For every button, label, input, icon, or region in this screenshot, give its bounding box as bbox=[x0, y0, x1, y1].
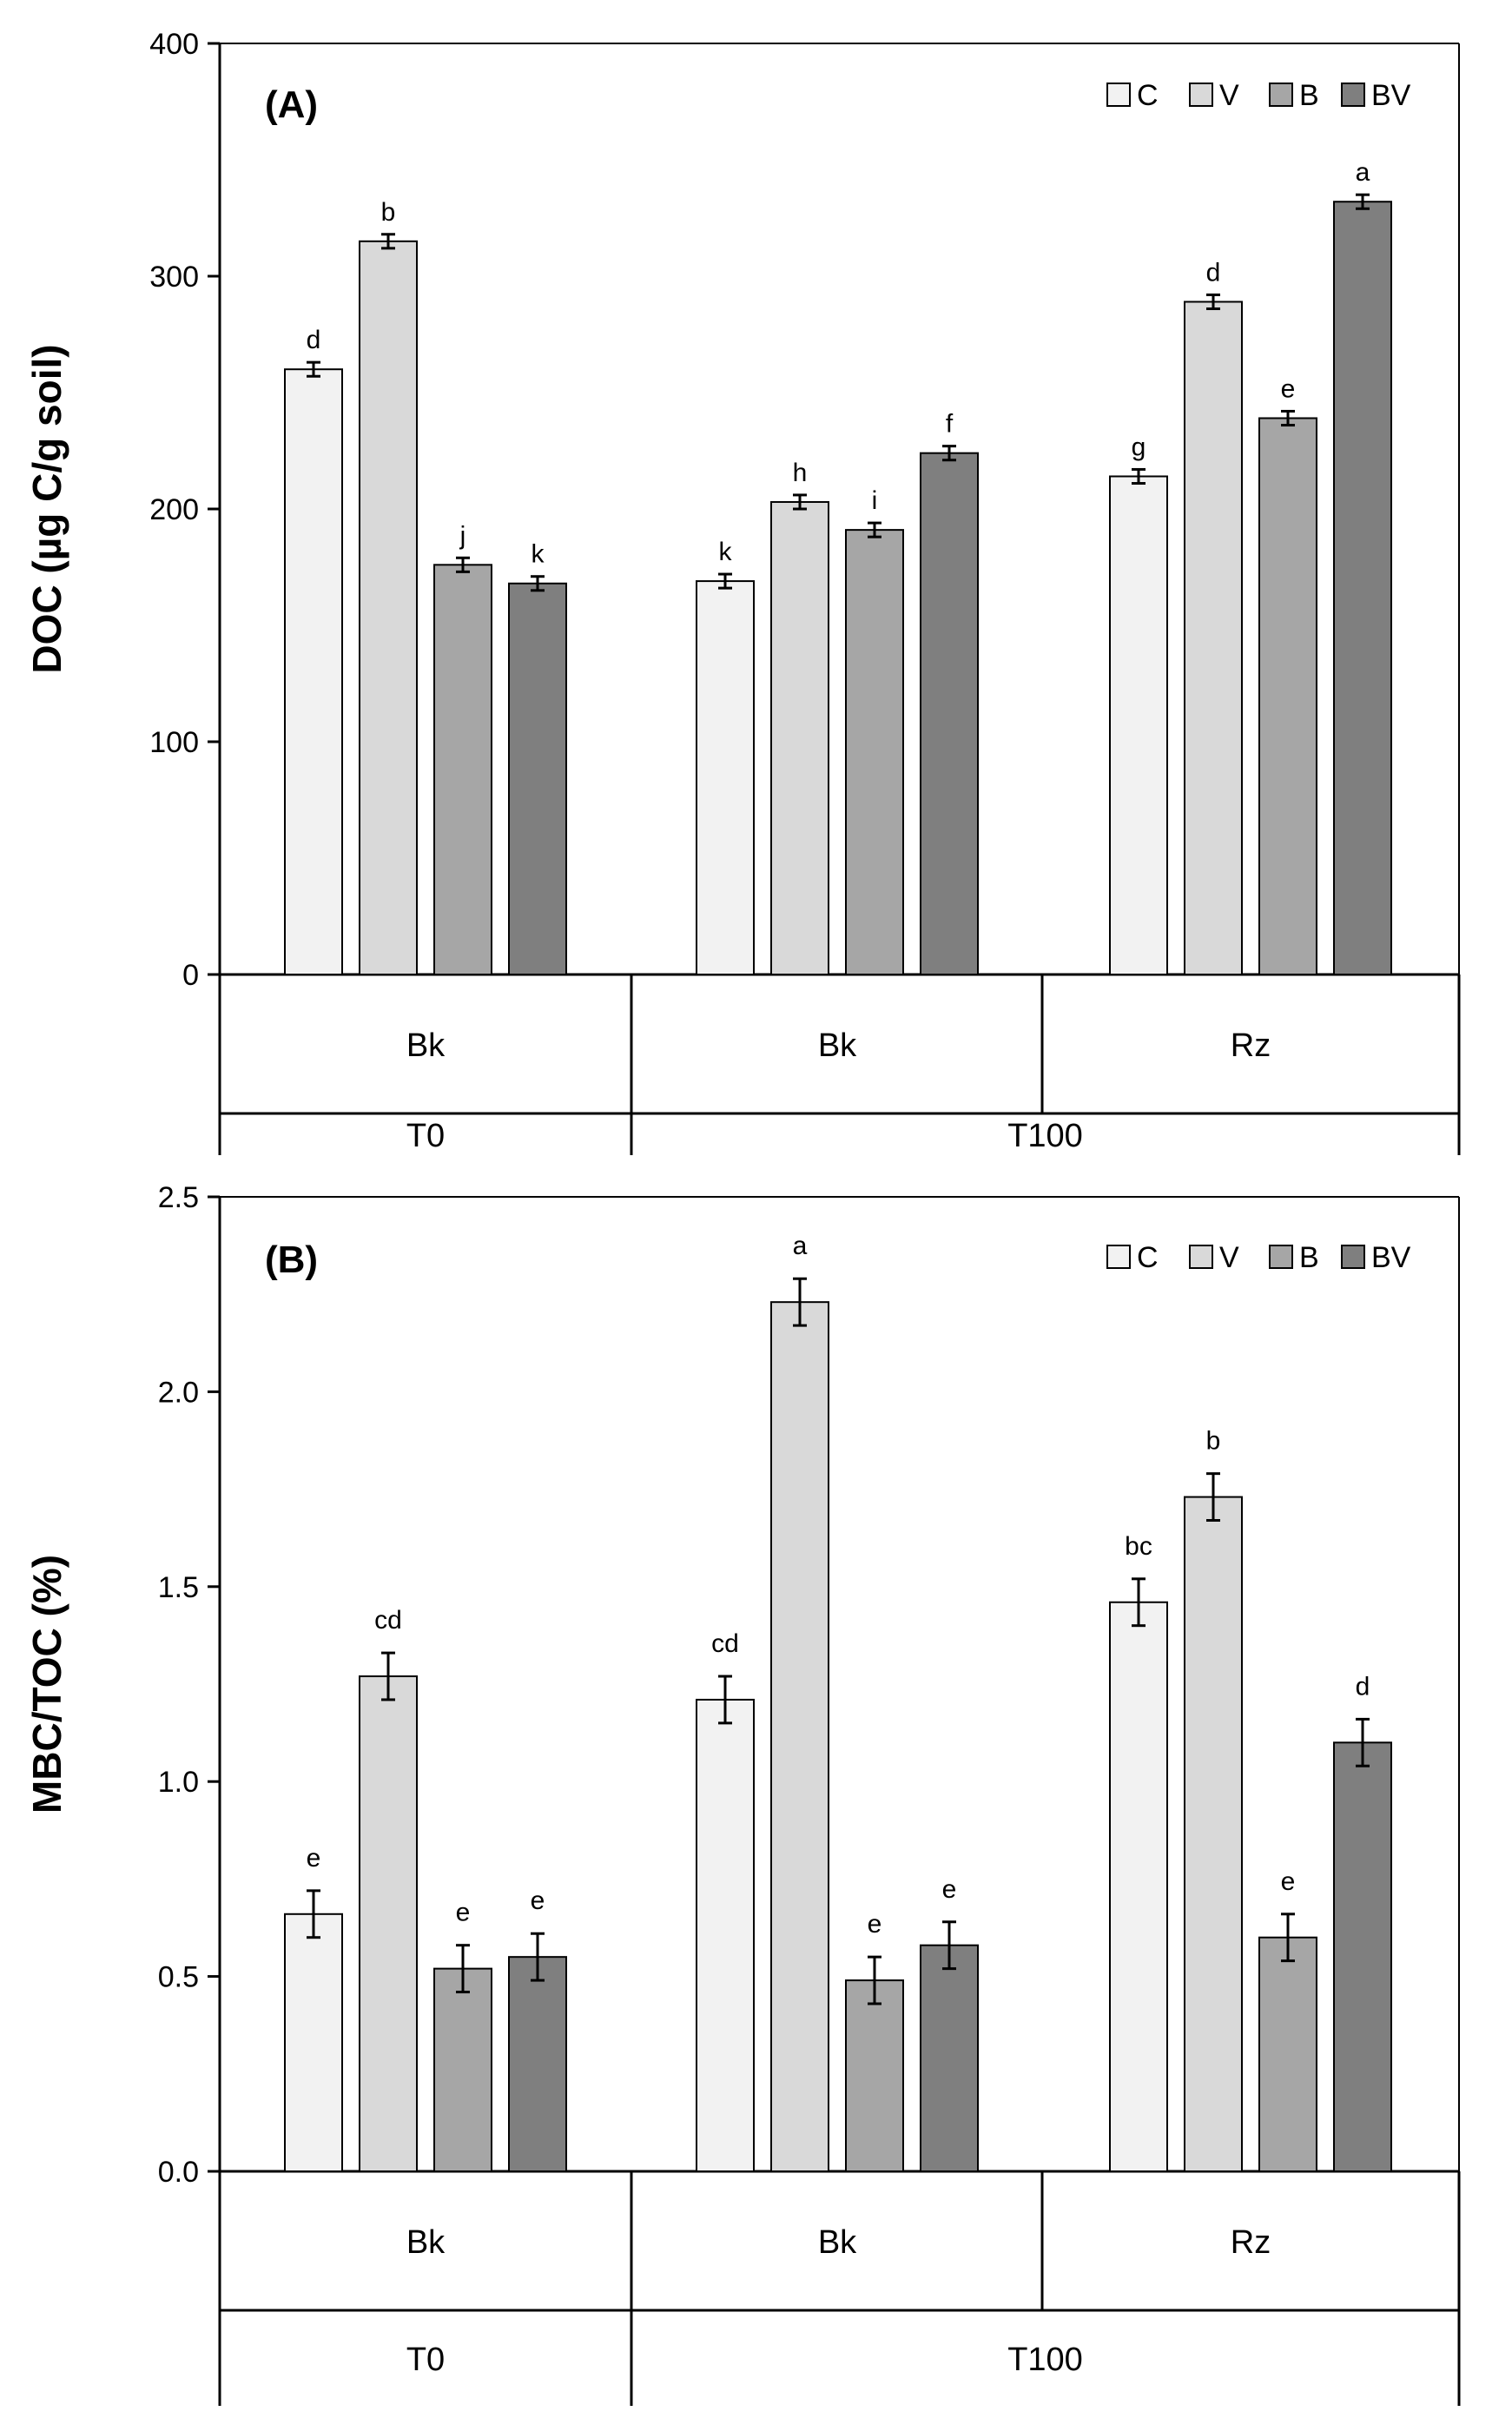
bar-bv bbox=[1333, 1741, 1392, 2172]
significance-letter: b bbox=[1206, 1427, 1221, 1456]
legend-label: B bbox=[1299, 79, 1319, 112]
significance-letter: e bbox=[868, 1910, 882, 1939]
y-tick-label: 200 bbox=[149, 493, 199, 526]
bar-v bbox=[359, 1675, 418, 2173]
treatment-label: T0 bbox=[406, 1118, 445, 1154]
significance-letter: d bbox=[1356, 1672, 1370, 1701]
bar-c bbox=[284, 1913, 343, 2172]
y-tick-label: 0.5 bbox=[158, 1961, 199, 1994]
significance-letter: h bbox=[793, 459, 808, 487]
significance-letter: g bbox=[1132, 433, 1146, 461]
legend-swatch-b bbox=[1269, 83, 1293, 107]
significance-letter: i bbox=[872, 486, 878, 515]
legend-label: C bbox=[1137, 79, 1159, 112]
significance-letter: a bbox=[793, 1232, 808, 1260]
legend-swatch-bv bbox=[1341, 83, 1365, 107]
significance-letter: e bbox=[531, 1886, 545, 1915]
significance-letter: e bbox=[1281, 374, 1296, 403]
panel-label: (A) bbox=[265, 83, 318, 126]
significance-letter: k bbox=[719, 538, 733, 566]
significance-letter: cd bbox=[711, 1629, 739, 1658]
panel-a: 0 100 200 300 400 DOC (µg C/g soil) (A) d b j k Bk k… bbox=[24, 28, 1461, 1155]
bar-v bbox=[359, 240, 418, 975]
significance-letter: cd bbox=[374, 1606, 402, 1635]
bar-bv bbox=[1333, 201, 1392, 976]
legend-label: V bbox=[1219, 1241, 1239, 1274]
panel-b: 0.0 0.5 1.0 1.5 2.0 2.5 MBC/TOC (%) (B) e cd e e Bk c… bbox=[24, 1181, 1461, 2406]
significance-letter: d bbox=[1206, 258, 1221, 287]
bar-b bbox=[433, 564, 492, 975]
y-axis-title: MBC/TOC (%) bbox=[24, 1555, 69, 1814]
bar-b bbox=[433, 1967, 492, 2173]
category-label: Rz bbox=[1231, 2224, 1271, 2261]
y-tick-label: 2.5 bbox=[158, 1181, 199, 1214]
y-tick-label: 100 bbox=[149, 726, 199, 759]
legend-label: B bbox=[1299, 1241, 1319, 1274]
bar-v bbox=[770, 500, 829, 975]
legend-swatch-c bbox=[1106, 83, 1131, 107]
legend-label: BV bbox=[1371, 1241, 1411, 1274]
category-label: Bk bbox=[818, 1027, 857, 1064]
significance-letter: e bbox=[456, 1899, 471, 1927]
y-tick-label: 400 bbox=[149, 28, 199, 61]
legend-swatch-bv bbox=[1341, 1245, 1365, 1269]
bar-c bbox=[1109, 475, 1168, 975]
significance-letter: d bbox=[307, 326, 321, 354]
bar-v bbox=[1184, 301, 1243, 976]
legend-label: V bbox=[1219, 79, 1239, 112]
bar-bv bbox=[920, 1944, 979, 2173]
bar-c bbox=[284, 368, 343, 975]
significance-letter: bc bbox=[1125, 1532, 1152, 1561]
bar-v bbox=[1184, 1496, 1243, 2173]
bar-bv bbox=[508, 582, 567, 975]
bar-c bbox=[1109, 1601, 1168, 2172]
bar-b bbox=[845, 529, 904, 975]
legend-label: C bbox=[1137, 1241, 1159, 1274]
legend-swatch-c bbox=[1106, 1245, 1131, 1269]
category-label: Rz bbox=[1231, 1027, 1271, 1064]
legend-swatch-b bbox=[1269, 1245, 1293, 1269]
category-label: Bk bbox=[406, 2224, 446, 2261]
treatment-label: T0 bbox=[406, 2342, 445, 2378]
significance-letter: e bbox=[942, 1875, 957, 1904]
bar-b bbox=[845, 1979, 904, 2172]
bar-bv bbox=[508, 1956, 567, 2172]
y-tick-label: 300 bbox=[149, 261, 199, 294]
significance-letter: j bbox=[459, 521, 466, 550]
y-tick-label: 0.0 bbox=[158, 2156, 199, 2189]
bar-v bbox=[770, 1301, 829, 2172]
legend-label: BV bbox=[1371, 79, 1411, 112]
category-label: Bk bbox=[406, 1027, 446, 1064]
bar-bv bbox=[920, 452, 979, 975]
significance-letter: k bbox=[532, 540, 545, 569]
category-label: Bk bbox=[818, 2224, 857, 2261]
bar-b bbox=[1258, 417, 1317, 976]
significance-letter: b bbox=[381, 198, 396, 227]
legend-swatch-v bbox=[1189, 83, 1213, 107]
bar-b bbox=[1258, 1936, 1317, 2172]
treatment-label: T100 bbox=[1007, 1118, 1083, 1154]
y-tick-label: 0 bbox=[182, 959, 199, 992]
y-tick-label: 2.0 bbox=[158, 1376, 199, 1409]
significance-letter: a bbox=[1356, 158, 1370, 187]
bar-c bbox=[696, 580, 755, 976]
significance-letter: e bbox=[307, 1844, 321, 1873]
y-axis-title: DOC (µg C/g soil) bbox=[24, 344, 69, 673]
significance-letter: e bbox=[1281, 1867, 1296, 1896]
legend-swatch-v bbox=[1189, 1245, 1213, 1269]
y-tick-label: 1.0 bbox=[158, 1766, 199, 1799]
bar-c bbox=[696, 1698, 755, 2172]
panel-label: (B) bbox=[265, 1239, 318, 1281]
significance-letter: f bbox=[946, 410, 954, 439]
treatment-label: T100 bbox=[1007, 2342, 1083, 2378]
y-tick-label: 1.5 bbox=[158, 1571, 199, 1604]
